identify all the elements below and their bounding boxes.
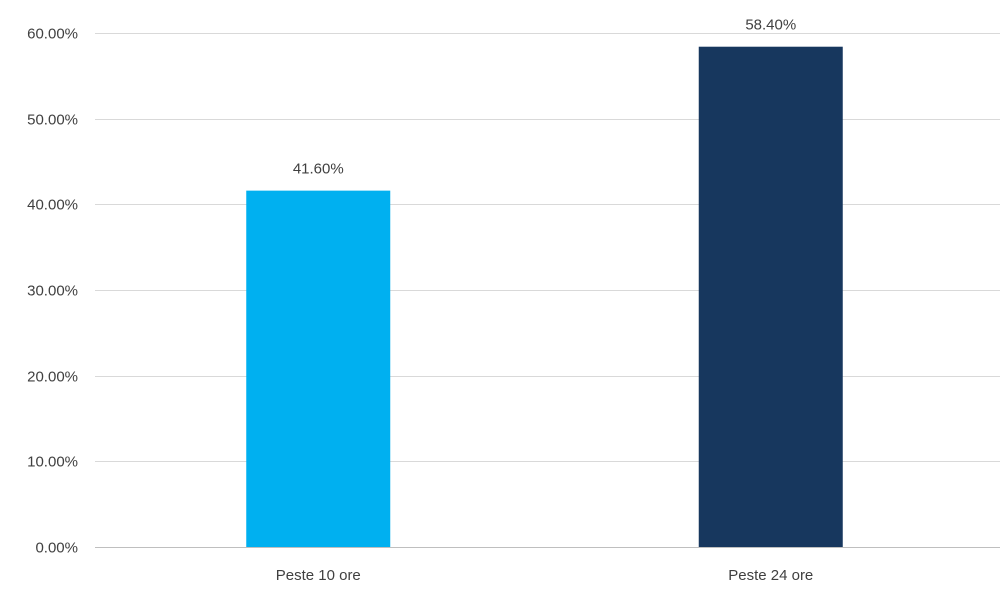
data-labels: 41.60% 58.40% xyxy=(293,17,796,178)
data-label: 58.40% xyxy=(745,17,796,34)
y-axis-tick-labels: 0.00% 10.00% 20.00% 30.00% 40.00% 50.00% 60.00… xyxy=(27,26,78,557)
y-tick-label: 60.00% xyxy=(27,26,78,43)
bar xyxy=(698,46,843,547)
x-category-label: Peste 24 ore xyxy=(728,567,813,584)
gridlines xyxy=(95,33,1000,462)
y-tick-label: 40.00% xyxy=(27,197,78,214)
x-axis-category-labels: Peste 10 ore Peste 24 ore xyxy=(276,567,814,584)
y-tick-label: 0.00% xyxy=(35,540,78,557)
x-category-label: Peste 10 ore xyxy=(276,567,361,584)
data-label: 41.60% xyxy=(293,161,344,178)
bars xyxy=(246,46,843,548)
bar xyxy=(246,190,391,548)
y-tick-label: 50.00% xyxy=(27,112,78,129)
y-tick-label: 10.00% xyxy=(27,454,78,471)
y-tick-label: 30.00% xyxy=(27,283,78,300)
y-tick-label: 20.00% xyxy=(27,369,78,386)
